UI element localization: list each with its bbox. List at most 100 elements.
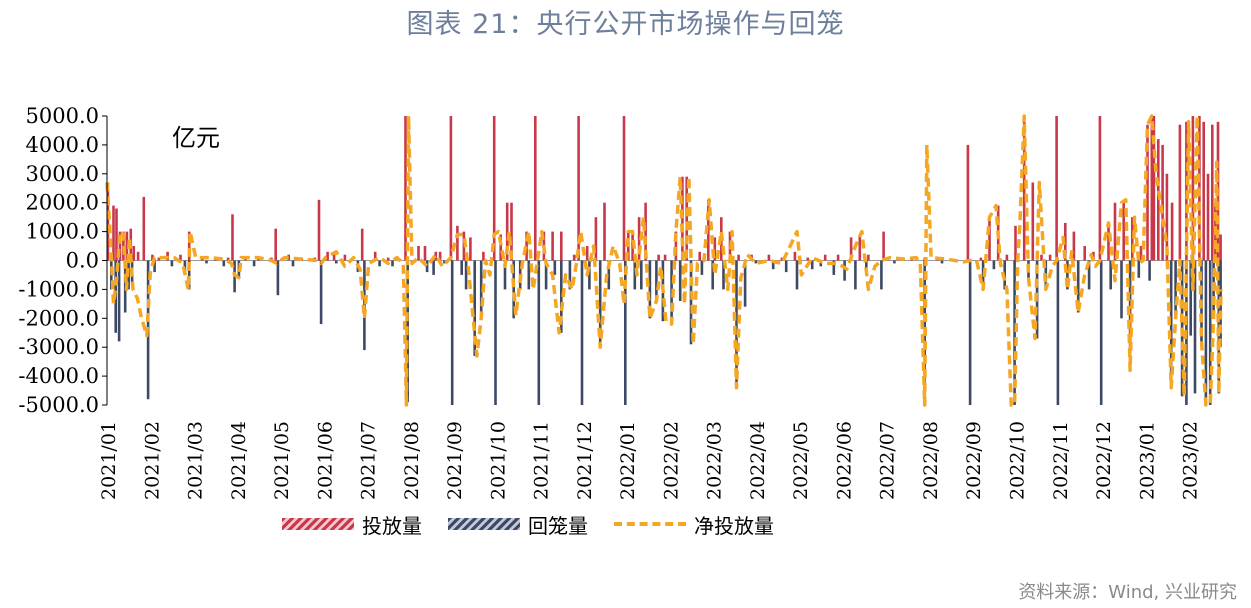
x-tick-label: 2021/08	[401, 421, 423, 500]
inject-bar	[767, 254, 771, 261]
inject-bar	[492, 116, 496, 261]
inject-bar	[157, 257, 161, 261]
withdraw-bar	[1120, 260, 1123, 319]
y-tick-label: -5000.0	[18, 393, 99, 417]
legend-item-net: 净投放量	[614, 510, 774, 539]
y-tick-label: -3000.0	[18, 335, 99, 359]
inject-bar	[456, 225, 459, 261]
y-tick-label: 2000.0	[26, 191, 99, 215]
withdraw-bar	[205, 260, 208, 264]
inject-bar	[1031, 182, 1035, 261]
inject-bar	[867, 254, 870, 261]
inject-bar	[572, 254, 576, 261]
withdraw-bar	[754, 260, 758, 264]
inject-bar	[806, 257, 810, 261]
inject-bar	[1191, 116, 1195, 261]
withdraw-bar	[222, 260, 226, 267]
inject-bar	[151, 254, 154, 261]
withdraw-bar	[187, 260, 191, 290]
withdraw-bar	[678, 260, 682, 301]
withdraw-bar	[319, 260, 323, 325]
inject-bar	[1113, 202, 1117, 261]
withdraw-bar	[771, 260, 775, 270]
withdraw-bar	[810, 260, 814, 270]
inject-bar	[179, 254, 182, 261]
x-tick-label: 2022/07	[877, 421, 899, 500]
withdraw-bar	[443, 260, 446, 264]
y-tick-label: -1000.0	[18, 277, 99, 301]
inject-bar	[823, 254, 827, 261]
inject-bar	[1206, 173, 1210, 261]
withdraw-bar	[1189, 260, 1192, 336]
inject-bar	[510, 202, 513, 261]
inject-bar	[858, 234, 862, 261]
inject-bar	[112, 205, 115, 261]
inject-bar	[343, 254, 347, 261]
inject-bar	[793, 251, 797, 261]
withdraw-bar	[335, 260, 338, 264]
withdraw-bar	[648, 260, 652, 319]
x-tick-label: 2021/10	[487, 421, 509, 500]
withdraw-bar	[832, 260, 836, 275]
withdraw-bar	[784, 260, 788, 273]
inject-bar	[674, 231, 678, 261]
x-tick-label: 2022/11	[1050, 421, 1072, 500]
withdraw-bar	[494, 260, 497, 405]
inject-bar	[1211, 124, 1214, 261]
withdraw-bar	[117, 260, 121, 342]
inject-bar	[1165, 173, 1169, 261]
withdraw-bar	[819, 260, 823, 267]
withdraw-bar	[880, 260, 883, 290]
inject-bar	[187, 231, 191, 261]
withdraw-bar	[378, 260, 381, 267]
inject-bar	[332, 251, 336, 261]
withdraw-bar	[1066, 260, 1069, 290]
inject-bar	[132, 246, 136, 261]
withdraw-bar	[553, 260, 557, 275]
withdraw-bar	[1208, 260, 1212, 405]
withdraw-bar	[527, 260, 531, 290]
x-tick-label: 2022/06	[833, 421, 855, 500]
x-tick-label: 2021/03	[185, 421, 207, 500]
withdraw-bar	[1076, 260, 1080, 313]
inject-bar	[386, 257, 390, 261]
withdraw-bar	[1109, 260, 1112, 290]
x-tick-label: 2021/09	[444, 421, 466, 500]
withdraw-bar	[711, 260, 714, 290]
inject-bar	[1202, 121, 1205, 261]
inject-bar	[505, 202, 509, 261]
withdraw-bar	[276, 260, 280, 296]
inject-bar	[423, 246, 427, 261]
inject-bar	[125, 231, 129, 261]
inject-bar	[274, 228, 277, 261]
x-tick-label: 2023/02	[1180, 421, 1202, 500]
withdraw-bar	[432, 260, 435, 275]
withdraw-bar	[450, 260, 454, 405]
withdraw-bar	[537, 260, 541, 405]
inject-bar	[317, 199, 321, 261]
withdraw-bar	[464, 260, 468, 290]
x-tick-label: 2021/11	[531, 421, 553, 500]
withdraw-bar	[940, 260, 944, 264]
withdraw-bar	[655, 260, 658, 301]
x-tick-label: 2023/01	[1136, 421, 1158, 500]
withdraw-bar	[893, 260, 896, 264]
withdraw-bar	[425, 260, 429, 273]
inject-bar	[326, 251, 329, 261]
inject-bar	[534, 116, 537, 261]
legend-swatch-withdraw	[448, 518, 520, 530]
legend-item-withdraw: 回笼量	[448, 510, 588, 539]
inject-bar	[1048, 254, 1052, 261]
x-tick-label: 2021/07	[358, 421, 380, 500]
legend-item-inject: 投放量	[282, 510, 422, 539]
legend: 投放量 回笼量 净投放量	[282, 510, 800, 539]
withdraw-bar	[689, 260, 693, 345]
inject-bar	[663, 254, 667, 261]
inject-bar	[404, 116, 407, 261]
inject-bar	[469, 237, 472, 261]
withdraw-bar	[512, 260, 515, 319]
withdraw-bar	[153, 260, 156, 273]
inject-bar	[1005, 254, 1009, 261]
x-tick-label: 2022/12	[1093, 421, 1115, 500]
legend-label-inject: 投放量	[362, 513, 422, 538]
